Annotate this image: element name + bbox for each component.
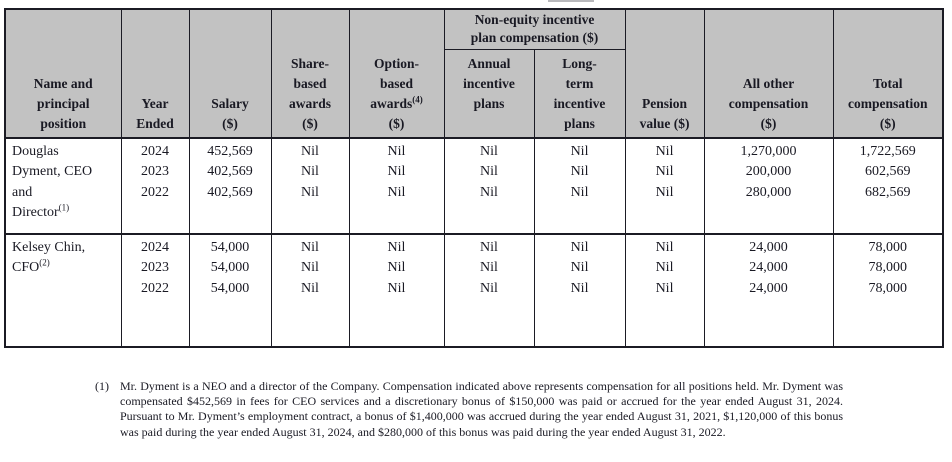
- header-total-compensation: Total compensation ($): [832, 8, 944, 139]
- cell-salary-chin: 54,000 54,000 54,000: [188, 233, 272, 347]
- cell-name-dyment: Douglas Dyment, CEO and Director(1): [4, 137, 122, 235]
- header-longterm-incentive-plans: Long- term incentive plans: [533, 48, 626, 139]
- cell-name-chin: Kelsey Chin, CFO(2): [4, 233, 122, 347]
- cell-pension-dyment: Nil Nil Nil: [624, 137, 705, 235]
- cell-share-awards-dyment: Nil Nil Nil: [270, 137, 350, 235]
- scan-artifact: [548, 0, 594, 2]
- name-title: Director: [12, 205, 59, 220]
- header-year-ended: Year Ended: [120, 8, 190, 139]
- table-row-chin: Kelsey Chin, CFO(2) 2024 2023 2022 54,00…: [4, 233, 944, 347]
- cell-longterm-plans-dyment: Nil Nil Nil: [533, 137, 626, 235]
- footnote-text: Mr. Dyment is a NEO and a director of th…: [120, 379, 843, 439]
- name-title: CFO: [12, 260, 40, 275]
- cell-salary-dyment: 452,569 402,569 402,569: [188, 137, 272, 235]
- header-annual-incentive-plans: Annual incentive plans: [443, 48, 535, 139]
- cell-option-awards-dyment: Nil Nil Nil: [348, 137, 445, 235]
- cell-total-dyment: 1,722,569 602,569 682,569: [832, 137, 944, 235]
- footnote-ref-2: (2): [39, 257, 50, 268]
- header-all-other-compensation: All other compensation ($): [703, 8, 834, 139]
- header-option-based-awards: Option- based awards(4) ($): [348, 8, 445, 139]
- cell-annual-plans-dyment: Nil Nil Nil: [443, 137, 535, 235]
- header-share-based-awards: Share- based awards ($): [270, 8, 350, 139]
- cell-total-chin: 78,000 78,000 78,000: [832, 233, 944, 347]
- footnote-ref-4: (4): [412, 94, 423, 104]
- header-name-position: Name and principal position: [4, 8, 122, 139]
- cell-option-awards-chin: Nil Nil Nil: [348, 233, 445, 347]
- cell-annual-plans-chin: Nil Nil Nil: [443, 233, 535, 347]
- option-awards-word: awards: [370, 95, 413, 111]
- cell-years-dyment: 2024 2023 2022: [120, 137, 190, 235]
- cell-all-other-dyment: 1,270,000 200,000 280,000: [703, 137, 834, 235]
- cell-all-other-chin: 24,000 24,000 24,000: [703, 233, 834, 347]
- footnote-marker: (1): [95, 379, 109, 393]
- summary-compensation-table: Name and principal position Year Ended S…: [4, 8, 945, 348]
- footnote-ref-1: (1): [58, 202, 70, 213]
- cell-longterm-plans-chin: Nil Nil Nil: [533, 233, 626, 347]
- header-salary: Salary ($): [188, 8, 272, 139]
- footnote-1: (1) Mr. Dyment is a NEO and a director o…: [95, 379, 847, 440]
- cell-pension-chin: Nil Nil Nil: [624, 233, 705, 347]
- table-row-dyment: Douglas Dyment, CEO and Director(1) 2024…: [4, 137, 944, 235]
- cell-share-awards-chin: Nil Nil Nil: [270, 233, 350, 347]
- header-pension-value: Pension value ($): [624, 8, 705, 139]
- cell-years-chin: 2024 2023 2022: [120, 233, 190, 347]
- header-nonequity-incentive-group: Non-equity incentive plan compensation (…: [443, 8, 626, 50]
